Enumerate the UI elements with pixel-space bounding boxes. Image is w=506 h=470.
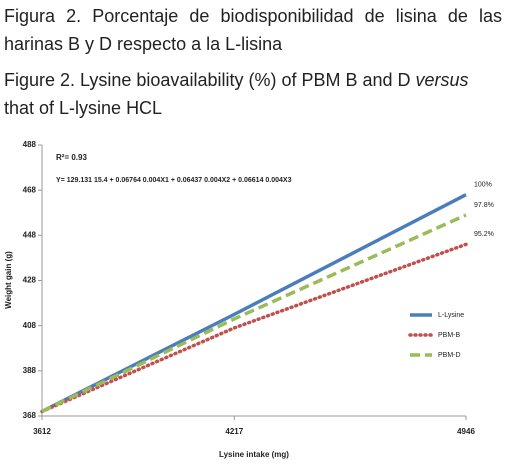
x-tick-label: 4946 bbox=[457, 427, 475, 436]
caption-part: Figure 2. Lysine bioavailability (%) of … bbox=[4, 70, 411, 90]
end-label: 97.8% bbox=[474, 202, 494, 209]
x-tick-label: 4217 bbox=[225, 427, 243, 436]
y-tick-label: 428 bbox=[23, 276, 37, 285]
y-tick-label: 388 bbox=[23, 366, 37, 375]
annotation: R²= 0.93 bbox=[56, 153, 87, 162]
series-line bbox=[40, 242, 468, 414]
caption-part: versus bbox=[415, 70, 469, 90]
y-tick-label: 448 bbox=[23, 230, 37, 239]
caption-en: Figure 2. Lysine bioavailability (%) of … bbox=[4, 66, 502, 122]
y-tick-label: 368 bbox=[23, 411, 37, 420]
series-line bbox=[41, 193, 467, 414]
end-label: 95.2% bbox=[474, 231, 494, 238]
y-tick-label: 488 bbox=[23, 140, 37, 149]
end-label: 100% bbox=[474, 182, 492, 189]
x-tick-label: 3612 bbox=[33, 427, 51, 436]
series-line bbox=[41, 213, 467, 414]
legend-label: L-Lysine bbox=[438, 312, 464, 319]
chart: R²= 0.93 Y= 129.131 15.4 + 0.06764 0.004… bbox=[4, 140, 494, 459]
caption-es: Figura 2. Porcentaje de biodisponibilida… bbox=[4, 6, 502, 54]
y-tick-label: 408 bbox=[23, 321, 37, 330]
y-tick-label: 468 bbox=[23, 185, 37, 194]
y-axis-label: Weight gain (g) bbox=[4, 251, 13, 309]
x-axis-label: Lysine intake (mg) bbox=[219, 450, 289, 459]
caption-part: that of L-lysine HCL bbox=[4, 98, 163, 118]
legend-label: PBM-D bbox=[438, 352, 461, 359]
annotation: Y= 129.131 15.4 + 0.06764 0.004X1 + 0.06… bbox=[56, 177, 292, 184]
legend-label: PBM-B bbox=[438, 332, 461, 339]
captions: Figura 2. Porcentaje de biodisponibilida… bbox=[4, 2, 502, 130]
